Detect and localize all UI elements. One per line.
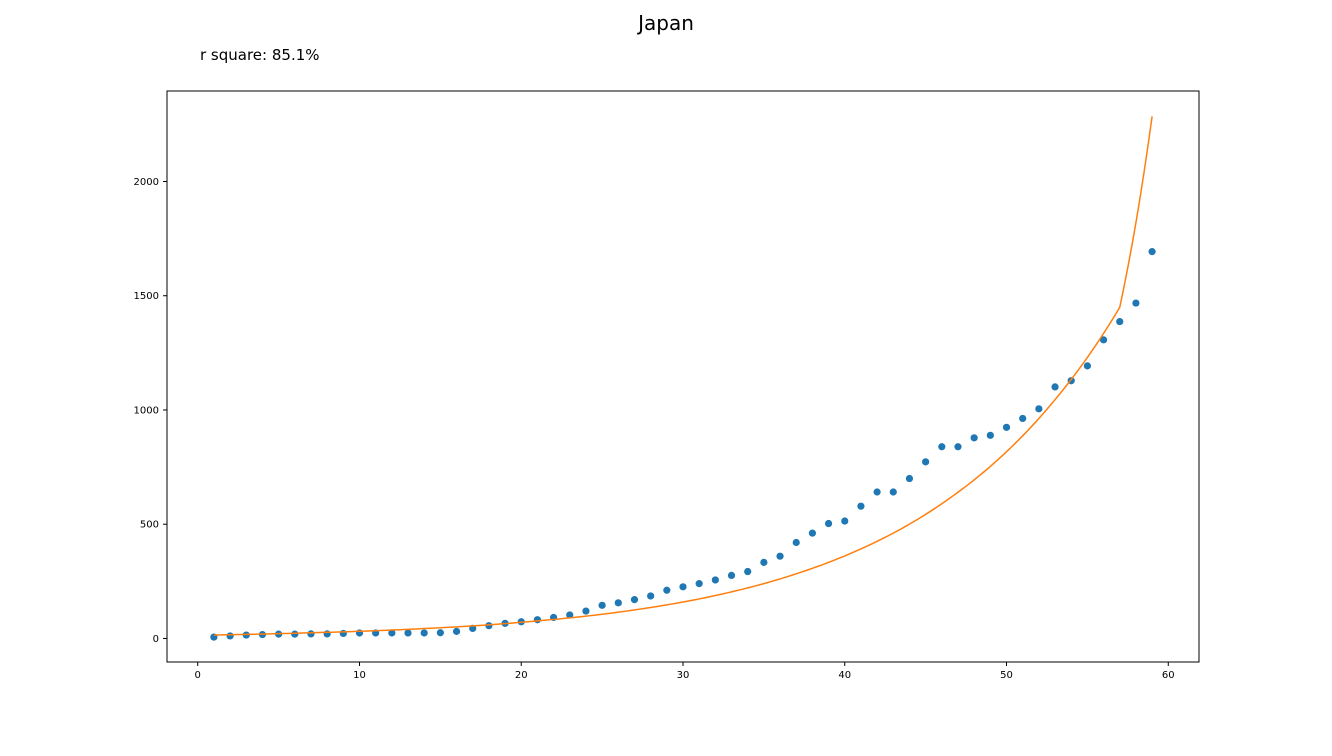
data-point (792, 538, 800, 547)
data-point (1035, 405, 1043, 413)
data-point (307, 630, 315, 638)
plot-area: 0 10 20 30 40 50 60 0 500 1000 1500 2000 (134, 90, 1200, 681)
data-point (824, 519, 833, 528)
data-point (1002, 423, 1011, 431)
data-point (1019, 414, 1027, 423)
data-point (323, 630, 331, 638)
data-point (744, 567, 752, 576)
data-point (808, 529, 817, 537)
data-point (647, 592, 655, 600)
chart-title: Japan (636, 11, 694, 35)
data-point (566, 611, 574, 619)
data-point (954, 443, 962, 451)
data-point (1132, 299, 1140, 307)
fit-curve-line (213, 116, 1153, 636)
data-point (630, 596, 639, 604)
y-tick-label: 0 (153, 634, 159, 645)
data-point (857, 502, 865, 510)
data-point (1051, 383, 1059, 391)
y-tick-label: 2000 (134, 177, 159, 188)
data-point (485, 622, 493, 630)
y-tick-label: 1000 (134, 405, 159, 416)
data-point (970, 434, 978, 442)
x-tick-label: 40 (838, 670, 851, 681)
data-point (727, 571, 736, 580)
data-point (873, 488, 881, 496)
data-point (291, 630, 299, 638)
data-point (614, 599, 622, 607)
data-point (711, 576, 719, 584)
y-tick-label: 500 (140, 520, 159, 531)
data-point (889, 488, 897, 496)
data-point (986, 431, 994, 439)
x-tick-label: 30 (677, 670, 690, 681)
data-point (1083, 362, 1091, 370)
data-point (760, 558, 768, 566)
data-point (436, 629, 444, 637)
axes-frame (166, 90, 1200, 663)
data-point (905, 474, 914, 483)
data-point (938, 443, 946, 451)
x-tick-label: 10 (353, 670, 366, 681)
data-point (339, 629, 347, 638)
x-tick-label: 50 (1000, 670, 1013, 681)
data-point (1148, 248, 1156, 256)
x-tick-label: 60 (1162, 670, 1175, 681)
x-tick-label: 20 (515, 670, 528, 681)
data-point (404, 629, 412, 637)
data-point (922, 458, 930, 466)
data-point (1099, 336, 1108, 344)
data-point (679, 583, 687, 591)
data-point (533, 616, 542, 624)
data-point (452, 627, 461, 635)
data-point (663, 586, 671, 594)
data-point (841, 517, 849, 525)
y-tick-label: 1500 (134, 291, 159, 302)
data-point (1116, 317, 1124, 326)
data-point (582, 607, 590, 615)
data-point (776, 552, 784, 560)
data-point (695, 580, 703, 588)
x-tick-label: 0 (195, 670, 201, 681)
data-point (388, 629, 396, 637)
data-point (598, 601, 606, 609)
r-square-annotation: r square: 85.1% (200, 46, 320, 64)
data-point (420, 629, 428, 637)
data-point (226, 632, 234, 640)
